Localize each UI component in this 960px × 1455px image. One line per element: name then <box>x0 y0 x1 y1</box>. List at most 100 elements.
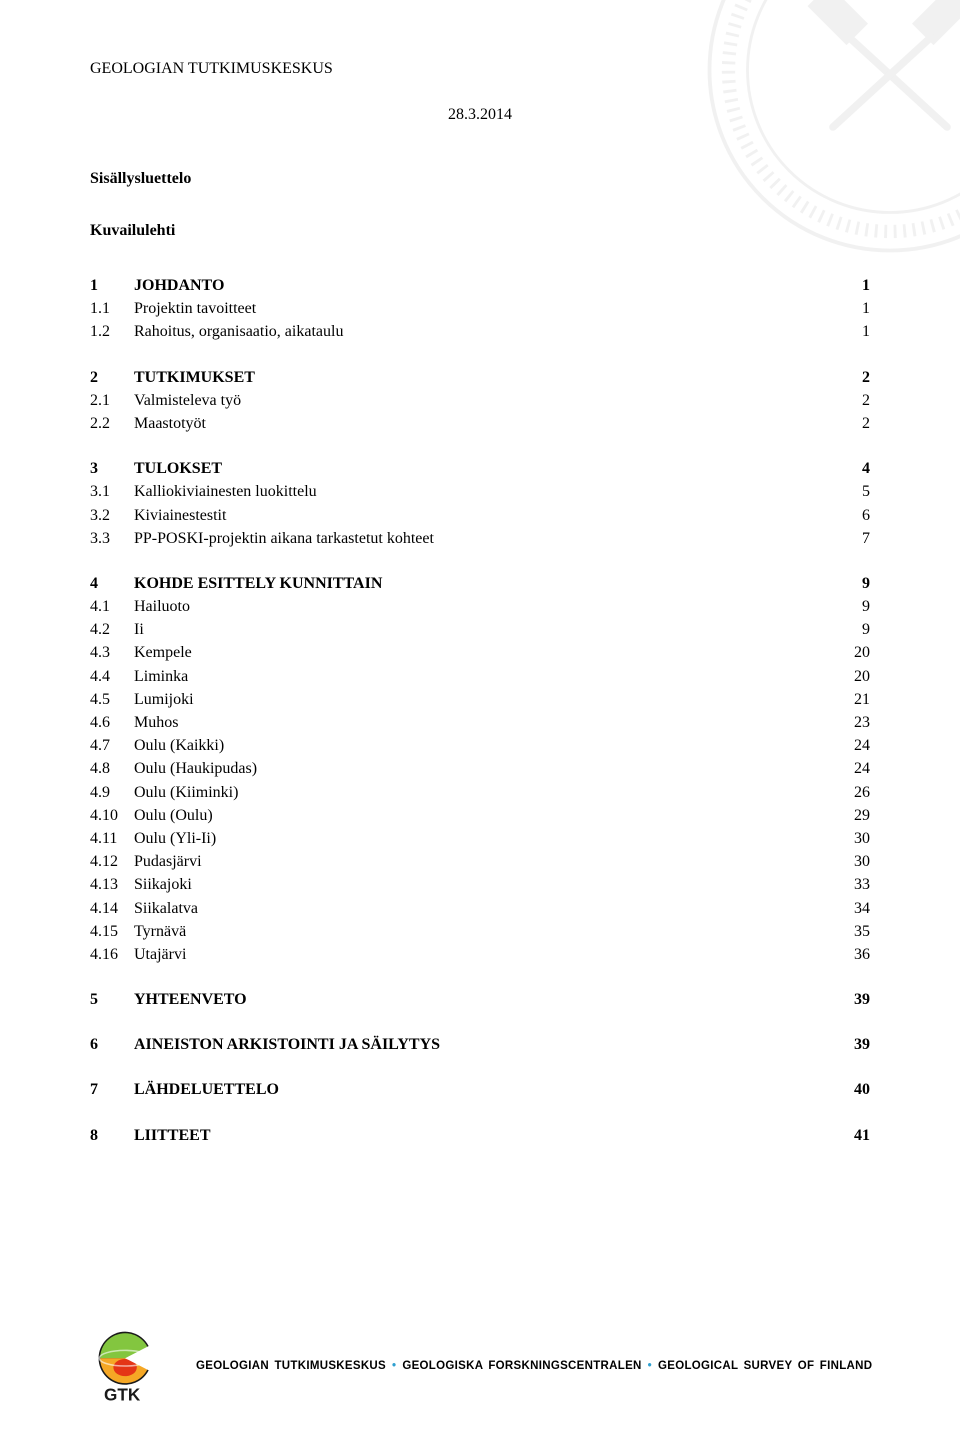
toc-title-text: Liminka <box>134 665 188 688</box>
toc-number: 4.5 <box>90 688 134 711</box>
toc-item-row: 3.2Kiviainestestit 6 <box>90 504 870 527</box>
footer-part-1: GEOLOGIAN TUTKIMUSKESKUS <box>196 1360 386 1372</box>
toc-gap <box>90 1102 870 1124</box>
toc-item-row: 3.3PP-POSKI-projektin aikana tarkastetut… <box>90 527 870 550</box>
toc-label: 8LIITTEET <box>90 1124 210 1147</box>
toc-title-text: TUTKIMUKSET <box>134 366 255 389</box>
toc-item-row: 4.6Muhos23 <box>90 711 870 734</box>
toc-title-text: Oulu (Kaikki) <box>134 734 224 757</box>
gtk-logo-text: GTK <box>104 1384 141 1404</box>
toc-gap <box>90 1056 870 1078</box>
toc-section-row: 7LÄHDELUETTELO 40 <box>90 1078 870 1101</box>
toc-page-number: 6 <box>862 504 870 527</box>
toc-section-row: 8LIITTEET 41 <box>90 1124 870 1147</box>
toc-label: 7LÄHDELUETTELO <box>90 1078 279 1101</box>
toc-page-number: 2 <box>862 389 870 412</box>
toc-item-row: 4.11Oulu (Yli-Ii) 30 <box>90 827 870 850</box>
footer-dot-icon: • <box>386 1360 402 1372</box>
toc-label: 2TUTKIMUKSET <box>90 366 255 389</box>
toc-page-number: 24 <box>854 757 870 780</box>
toc-item-row: 4.13Siikajoki33 <box>90 873 870 896</box>
gtk-logo-icon: GTK <box>90 1327 168 1405</box>
toc-label: 4.13Siikajoki <box>90 873 192 896</box>
footer-dot-icon: • <box>642 1360 658 1372</box>
toc-section-row: 4KOHDE ESITTELY KUNNITTAIN9 <box>90 572 870 595</box>
toc-label: 2.1Valmisteleva työ <box>90 389 241 412</box>
toc-label: 3.3PP-POSKI-projektin aikana tarkastetut… <box>90 527 434 550</box>
toc-label: 4.11Oulu (Yli-Ii) <box>90 827 216 850</box>
toc-section-row: 5YHTEENVETO39 <box>90 988 870 1011</box>
toc-page-number: 41 <box>854 1124 870 1147</box>
toc-title-text: Tyrnävä <box>134 920 186 943</box>
toc-label: 4.16Utajärvi <box>90 943 186 966</box>
toc-page-number: 2 <box>862 412 870 435</box>
toc-item-row: 3.1Kalliokiviainesten luokittelu5 <box>90 480 870 503</box>
toc-title-text: Oulu (Kiiminki) <box>134 781 238 804</box>
toc-item-row: 4.8Oulu (Haukipudas) 24 <box>90 757 870 780</box>
toc-label: 4.6Muhos <box>90 711 178 734</box>
toc-title-text: YHTEENVETO <box>134 988 247 1011</box>
toc-title-text: TULOKSET <box>134 457 222 480</box>
toc-gap <box>90 966 870 988</box>
toc-page-number: 30 <box>854 827 870 850</box>
toc-label: 2.2Maastotyöt <box>90 412 206 435</box>
toc-gap <box>90 1011 870 1033</box>
footer-org-names: GEOLOGIAN TUTKIMUSKESKUS•GEOLOGISKA FORS… <box>196 1360 872 1372</box>
toc-title-text: KOHDE ESITTELY KUNNITTAIN <box>134 572 382 595</box>
toc-label: 4.15Tyrnävä <box>90 920 186 943</box>
toc-number: 7 <box>90 1078 134 1101</box>
footer-part-2: GEOLOGISKA FORSKNINGSCENTRALEN <box>402 1360 641 1372</box>
toc-number: 4.3 <box>90 641 134 664</box>
toc-label: 1.2Rahoitus, organisaatio, aikataulu <box>90 320 343 343</box>
toc-item-row: 2.2Maastotyöt 2 <box>90 412 870 435</box>
toc-page-number: 40 <box>854 1078 870 1101</box>
toc-title-text: JOHDANTO <box>134 274 224 297</box>
table-of-contents: 1JOHDANTO11.1Projektin tavoitteet11.2Rah… <box>90 274 870 1147</box>
toc-item-row: 2.1Valmisteleva työ 2 <box>90 389 870 412</box>
toc-title-text: AINEISTON ARKISTOINTI JA SÄILYTYS <box>134 1033 440 1056</box>
toc-label: 4.14Siikalatva <box>90 897 198 920</box>
toc-page-number: 5 <box>862 480 870 503</box>
toc-label: 6AINEISTON ARKISTOINTI JA SÄILYTYS <box>90 1033 440 1056</box>
toc-number: 2.1 <box>90 389 134 412</box>
toc-label: 4.12Pudasjärvi <box>90 850 202 873</box>
toc-section-row: 3TULOKSET4 <box>90 457 870 480</box>
toc-title-text: Pudasjärvi <box>134 850 202 873</box>
toc-title-text: Oulu (Haukipudas) <box>134 757 257 780</box>
toc-label: 4.5Lumijoki <box>90 688 194 711</box>
toc-label: 4.3Kempele <box>90 641 192 664</box>
toc-item-row: 1.1Projektin tavoitteet1 <box>90 297 870 320</box>
toc-number: 6 <box>90 1033 134 1056</box>
toc-page-number: 29 <box>854 804 870 827</box>
toc-page-number: 34 <box>854 897 870 920</box>
toc-label: 4.8Oulu (Haukipudas) <box>90 757 257 780</box>
toc-number: 4.16 <box>90 943 134 966</box>
toc-number: 4.8 <box>90 757 134 780</box>
toc-number: 2 <box>90 366 134 389</box>
toc-item-row: 4.7Oulu (Kaikki)24 <box>90 734 870 757</box>
toc-number: 1.2 <box>90 320 134 343</box>
toc-section-row: 1JOHDANTO1 <box>90 274 870 297</box>
toc-title-text: Oulu (Oulu) <box>134 804 213 827</box>
toc-number: 4 <box>90 572 134 595</box>
toc-label: 4.4Liminka <box>90 665 188 688</box>
toc-title-text: Maastotyöt <box>134 412 206 435</box>
toc-item-row: 1.2Rahoitus, organisaatio, aikataulu1 <box>90 320 870 343</box>
toc-number: 4.7 <box>90 734 134 757</box>
toc-title: Sisällysluettelo <box>90 170 870 188</box>
toc-section-row: 2TUTKIMUKSET2 <box>90 366 870 389</box>
toc-item-row: 4.2Ii9 <box>90 618 870 641</box>
toc-number: 8 <box>90 1124 134 1147</box>
toc-page-number: 2 <box>862 366 870 389</box>
toc-number: 4.9 <box>90 781 134 804</box>
toc-item-row: 4.3Kempele20 <box>90 641 870 664</box>
toc-number: 1 <box>90 274 134 297</box>
toc-page-number: 9 <box>862 595 870 618</box>
toc-title-text: Valmisteleva työ <box>134 389 241 412</box>
toc-title-text: Kiviainestestit <box>134 504 226 527</box>
toc-number: 3.2 <box>90 504 134 527</box>
document-page: GEOLOGIAN TUTKIMUSKESKUS 28.3.2014 Sisäl… <box>0 0 960 1147</box>
org-header: GEOLOGIAN TUTKIMUSKESKUS <box>90 60 870 78</box>
toc-title-text: LÄHDELUETTELO <box>134 1078 279 1101</box>
toc-page-number: 4 <box>862 457 870 480</box>
